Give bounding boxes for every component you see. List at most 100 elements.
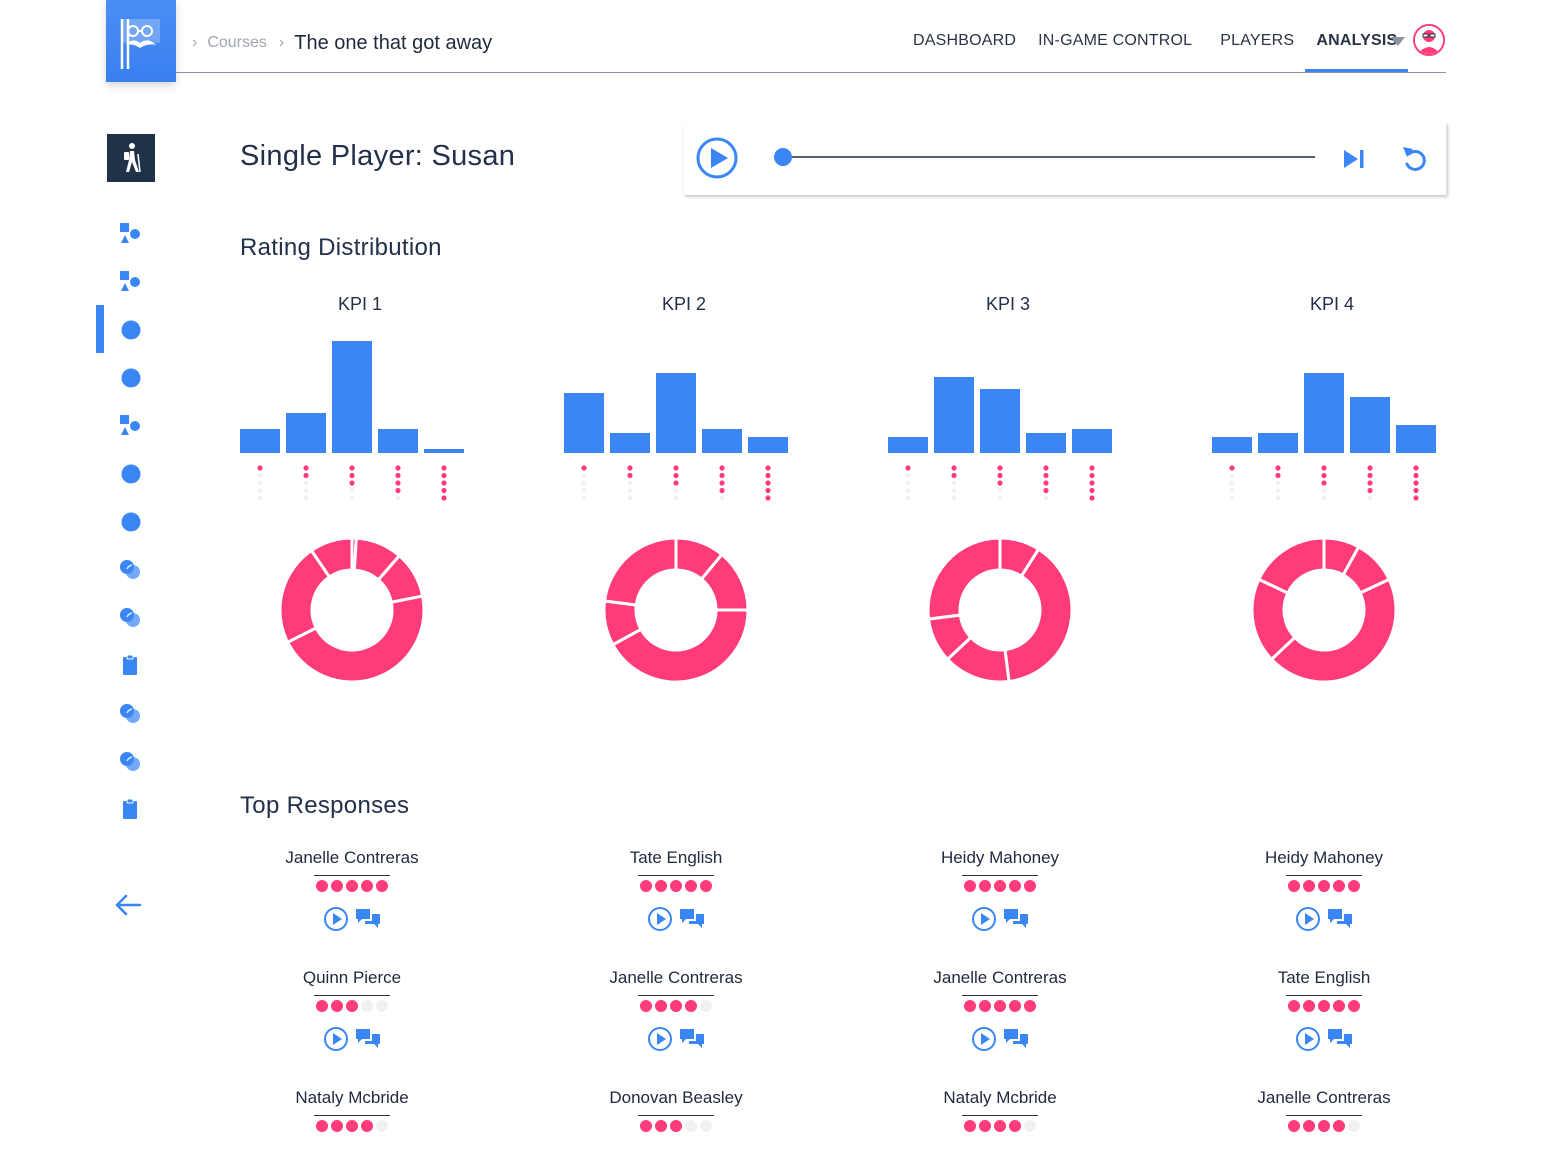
chat-bubbles-icon[interactable] — [355, 1026, 381, 1052]
chat-bubbles-icon[interactable] — [679, 1026, 705, 1052]
arrow-left-icon[interactable] — [114, 893, 142, 922]
histogram-bar[interactable] — [240, 429, 280, 453]
play-icon[interactable] — [323, 1026, 349, 1052]
shapes-icon[interactable] — [118, 269, 142, 293]
response-player-name[interactable]: Tate English — [1277, 968, 1371, 987]
play-icon[interactable] — [971, 1026, 997, 1052]
replay-timeline[interactable] — [783, 156, 1315, 158]
histogram-bar[interactable] — [1304, 373, 1344, 453]
rating-dot — [1367, 465, 1373, 471]
nav-analysis[interactable]: ANALYSIS — [1305, 28, 1409, 72]
overlap-circles-icon[interactable] — [118, 605, 142, 629]
rating-dot — [303, 480, 309, 486]
skip-to-end-icon[interactable] — [1342, 147, 1366, 171]
histogram-bar[interactable] — [1072, 429, 1112, 453]
nav-players[interactable]: PLAYERS — [1220, 32, 1295, 49]
histogram-bar[interactable] — [424, 449, 464, 453]
histogram-bar[interactable] — [1258, 433, 1298, 453]
chat-bubbles-icon[interactable] — [1003, 906, 1029, 932]
response-player-name[interactable]: Janelle Contreras — [1257, 1088, 1391, 1107]
overlap-circles-icon[interactable] — [118, 749, 142, 773]
rating-dot — [979, 1120, 991, 1132]
play-icon[interactable] — [647, 1026, 673, 1052]
rating-dot — [1089, 487, 1095, 494]
rating-dot — [1043, 480, 1049, 486]
reset-icon[interactable] — [1401, 144, 1427, 172]
play-icon[interactable] — [1295, 1026, 1321, 1052]
rating-dot — [765, 472, 771, 479]
chat-bubbles-icon[interactable] — [1327, 1026, 1353, 1052]
play-icon[interactable] — [1295, 906, 1321, 932]
response-player-name[interactable]: Tate English — [629, 848, 723, 867]
rating-dot — [581, 473, 587, 478]
chat-bubbles-icon[interactable] — [1003, 1026, 1029, 1052]
user-avatar[interactable] — [1413, 24, 1445, 56]
chat-bubbles-icon[interactable] — [1327, 906, 1353, 932]
clipboard-icon[interactable] — [118, 653, 142, 677]
circle-icon[interactable] — [118, 365, 142, 389]
breadcrumb-courses-link[interactable]: Courses — [207, 34, 267, 51]
response-player-name[interactable]: Heidy Mahoney — [1264, 848, 1384, 867]
shapes-icon[interactable] — [118, 221, 142, 245]
donut-slice[interactable] — [610, 608, 750, 684]
nav-in-game-control[interactable]: IN-GAME CONTROL — [1038, 32, 1193, 49]
rating-dots-5 — [1089, 465, 1095, 501]
circle-icon[interactable] — [118, 461, 142, 485]
rating-dot — [655, 1000, 667, 1012]
rating-dot — [1321, 488, 1327, 493]
donut-slice[interactable] — [1256, 536, 1326, 595]
app-logo[interactable] — [106, 0, 176, 82]
response-player-name[interactable]: Heidy Mahoney — [940, 848, 1060, 867]
response-player-name[interactable]: Donovan Beasley — [609, 1088, 743, 1107]
response-player-name[interactable]: Janelle Contreras — [285, 848, 419, 867]
overlap-circles-icon[interactable] — [118, 701, 142, 725]
chat-bubbles-icon[interactable] — [679, 906, 705, 932]
histogram-bar[interactable] — [332, 341, 372, 453]
hiker-icon — [124, 143, 141, 173]
response-player-name[interactable]: Nataly Mcbride — [295, 1088, 409, 1107]
response-player-name[interactable]: Quinn Pierce — [302, 968, 402, 987]
circle-icon[interactable] — [118, 317, 142, 341]
histogram-bar[interactable] — [610, 433, 650, 453]
histogram-bar[interactable] — [286, 413, 326, 453]
response-player-name[interactable]: Janelle Contreras — [933, 968, 1067, 987]
histogram-bar[interactable] — [564, 393, 604, 453]
rating-dot — [905, 473, 911, 478]
rating-dots — [1288, 880, 1360, 892]
histogram-bar[interactable] — [702, 429, 742, 453]
donut-slice[interactable] — [1003, 547, 1074, 684]
donut-slice[interactable] — [926, 536, 1002, 621]
sidebar-hiker-button[interactable] — [107, 134, 155, 182]
rating-dot — [951, 488, 957, 493]
shapes-icon[interactable] — [118, 413, 142, 437]
response-player-name[interactable]: Janelle Contreras — [609, 968, 743, 987]
histogram-bar[interactable] — [1350, 397, 1390, 453]
timeline-handle[interactable] — [774, 148, 792, 166]
histogram-bar[interactable] — [888, 437, 928, 453]
chat-bubbles-icon[interactable] — [355, 906, 381, 932]
donut-slice[interactable] — [602, 536, 678, 607]
histogram-bar[interactable] — [980, 389, 1020, 453]
overlap-circles-icon[interactable] — [118, 557, 142, 581]
rating-dot — [951, 465, 957, 471]
histogram-bar[interactable] — [378, 429, 418, 453]
play-icon[interactable] — [323, 906, 349, 932]
histogram-bar[interactable] — [1396, 425, 1436, 453]
play-icon[interactable] — [647, 906, 673, 932]
donut-slice[interactable] — [1269, 577, 1398, 684]
histogram-bar[interactable] — [748, 437, 788, 453]
donut-slice[interactable] — [309, 536, 354, 580]
clipboard-icon[interactable] — [118, 797, 142, 821]
histogram-bar[interactable] — [934, 377, 974, 453]
histogram-bar[interactable] — [1212, 437, 1252, 453]
histogram-bar[interactable] — [1026, 433, 1066, 453]
play-icon[interactable] — [971, 906, 997, 932]
rating-dot — [1024, 1000, 1036, 1012]
histogram-bar[interactable] — [656, 373, 696, 453]
donut-slice[interactable] — [285, 594, 426, 684]
caret-down-icon[interactable] — [1391, 37, 1405, 46]
response-player-name[interactable]: Nataly Mcbride — [943, 1088, 1057, 1107]
nav-dashboard[interactable]: DASHBOARD — [913, 32, 1017, 49]
circle-icon[interactable] — [118, 509, 142, 533]
play-icon[interactable] — [696, 137, 738, 179]
